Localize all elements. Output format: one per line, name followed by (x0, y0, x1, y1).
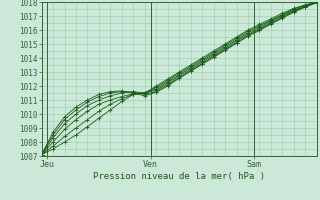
X-axis label: Pression niveau de la mer( hPa ): Pression niveau de la mer( hPa ) (93, 172, 265, 181)
